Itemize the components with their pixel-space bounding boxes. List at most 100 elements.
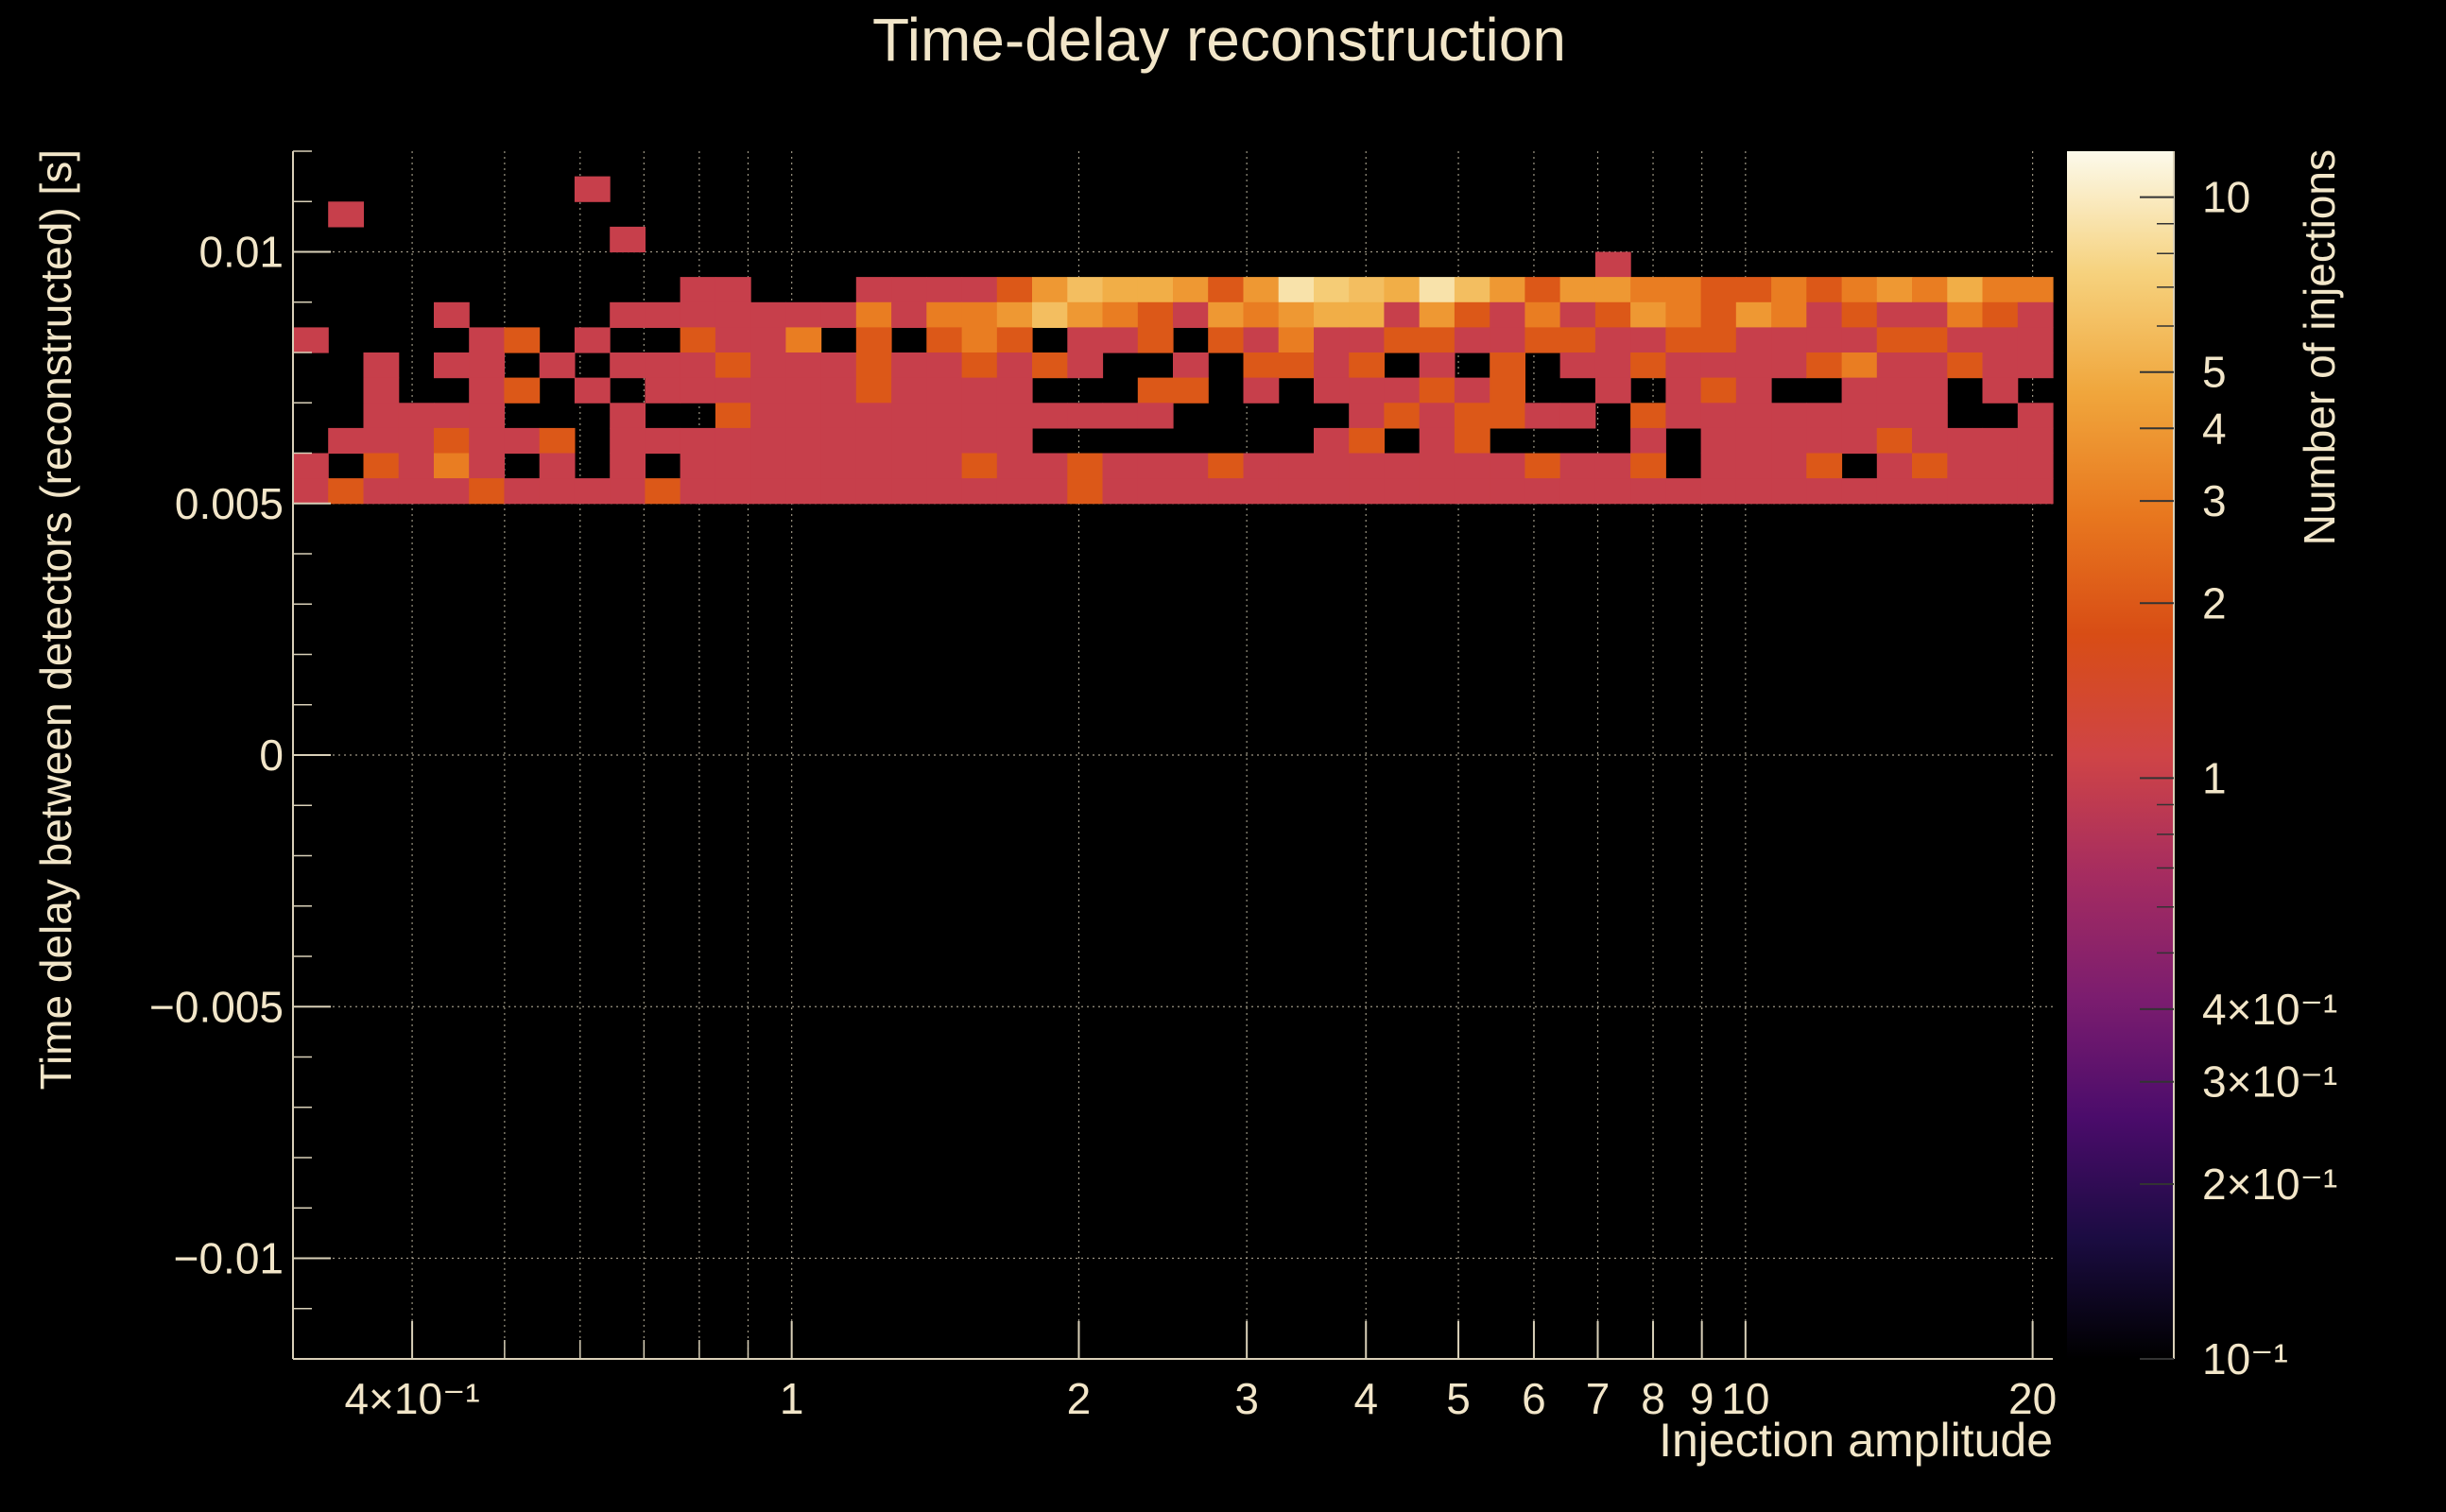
heatmap-cell <box>1912 327 1948 353</box>
heatmap-cell <box>1384 453 1421 479</box>
heatmap-cell <box>1735 277 1772 303</box>
heatmap-cell <box>715 352 751 379</box>
heatmap-cell <box>1419 478 1456 505</box>
heatmap-cell <box>1490 478 1525 505</box>
heatmap-cell <box>1243 352 1280 379</box>
heatmap-cell <box>855 453 892 479</box>
heatmap-cell <box>1278 277 1315 303</box>
heatmap-cell <box>750 352 786 379</box>
heatmap-cell <box>1630 352 1666 379</box>
heatmap-cell <box>1173 301 1209 328</box>
heatmap-cell <box>1559 453 1596 479</box>
chart-title: Time-delay reconstruction <box>872 6 1566 74</box>
heatmap-cell <box>1700 453 1737 479</box>
heatmap-cell <box>715 327 751 353</box>
heatmap-cell <box>1841 301 1878 328</box>
heatmap-cell <box>328 427 364 455</box>
colorbar-tick-label: 3×10⁻¹ <box>2202 1057 2337 1107</box>
heatmap-cell <box>785 327 822 353</box>
heatmap-cell <box>1314 301 1350 328</box>
heatmap-cell <box>398 478 435 505</box>
heatmap-cell <box>1419 352 1456 379</box>
heatmap-cell <box>926 478 963 505</box>
heatmap-cell <box>1771 478 1807 505</box>
colorbar: 10 5 4 3 2 1 4×10⁻¹ 3×10⁻¹ 2×10⁻¹ 10⁻¹ <box>2067 151 2337 1383</box>
heatmap-cell <box>574 377 611 404</box>
heatmap-cell <box>1630 453 1666 479</box>
heatmap-cell <box>1771 327 1807 353</box>
heatmap-cell <box>1490 453 1525 479</box>
heatmap-cell <box>1243 377 1280 404</box>
heatmap-cell <box>1454 453 1490 479</box>
heatmap-cells <box>293 176 2054 505</box>
heatmap-cell <box>820 352 857 379</box>
heatmap-cell <box>1841 277 1878 303</box>
heatmap-cell <box>504 327 541 353</box>
heatmap-cell <box>1419 403 1456 429</box>
heatmap-cell <box>680 427 716 455</box>
heatmap-cell <box>328 478 364 505</box>
heatmap-cell <box>1102 403 1139 429</box>
heatmap-cell <box>820 478 857 505</box>
y-tick-label: −0.005 <box>149 982 284 1031</box>
heatmap-cell <box>1665 301 1702 328</box>
heatmap-cell <box>1384 403 1421 429</box>
heatmap-cell <box>2017 277 2054 303</box>
heatmap-cell <box>504 427 541 455</box>
heatmap-cell <box>1524 327 1561 353</box>
heatmap-cell <box>1349 377 1385 404</box>
heatmap-cell <box>1771 352 1807 379</box>
heatmap-cell <box>996 478 1033 505</box>
heatmap-cell <box>1700 327 1737 353</box>
heatmap-cell <box>363 377 400 404</box>
heatmap-cell <box>1594 352 1631 379</box>
heatmap-cell <box>1490 327 1525 353</box>
heatmap-cell <box>855 377 892 404</box>
heatmap-cell <box>855 327 892 353</box>
heatmap-cell <box>750 403 786 429</box>
heatmap-cell <box>1278 478 1315 505</box>
colorbar-tick-label: 4 <box>2202 404 2227 453</box>
heatmap-cell <box>1208 277 1244 303</box>
heatmap-cell <box>1067 277 1104 303</box>
heatmap-cell <box>1594 277 1631 303</box>
heatmap-cell <box>1314 377 1350 404</box>
heatmap-cell <box>1841 327 1878 353</box>
heatmap-cell <box>680 352 716 379</box>
heatmap-cell <box>891 478 927 505</box>
heatmap-cell <box>1912 403 1948 429</box>
heatmap-cell <box>680 377 716 404</box>
heatmap-cell <box>996 427 1033 455</box>
heatmap-cell <box>715 301 751 328</box>
heatmap-cell <box>961 352 998 379</box>
heatmap-cell <box>1735 377 1772 404</box>
heatmap-cell <box>996 453 1033 479</box>
heatmap-cell <box>961 301 998 328</box>
heatmap-cell <box>680 277 716 303</box>
colorbar-gradient <box>2067 151 2174 1359</box>
heatmap-cell <box>1982 352 2019 379</box>
heatmap-cell <box>1419 427 1456 455</box>
heatmap-cell <box>996 352 1033 379</box>
heatmap-cell <box>1067 403 1104 429</box>
heatmap-cell <box>1841 403 1878 429</box>
heatmap-cell <box>1454 277 1490 303</box>
heatmap-cell <box>1454 301 1490 328</box>
heatmap-cell <box>715 277 751 303</box>
heatmap-cell <box>2017 427 2054 455</box>
x-tick-label: 10 <box>1721 1374 1769 1423</box>
heatmap-cell <box>1173 277 1209 303</box>
heatmap-cell <box>328 201 364 228</box>
heatmap-cell <box>785 478 822 505</box>
x-tick-label: 20 <box>2008 1374 2057 1423</box>
heatmap-cell <box>1700 427 1737 455</box>
heatmap-cell <box>1771 453 1807 479</box>
heatmap-cell <box>1349 301 1385 328</box>
heatmap-cell <box>363 453 400 479</box>
heatmap-cell <box>1137 377 1174 404</box>
heatmap-cell <box>891 301 927 328</box>
y-tick-label: 0.005 <box>175 479 284 528</box>
heatmap-cell <box>1947 427 1984 455</box>
heatmap-cell <box>1314 277 1350 303</box>
heatmap-cell <box>645 478 681 505</box>
